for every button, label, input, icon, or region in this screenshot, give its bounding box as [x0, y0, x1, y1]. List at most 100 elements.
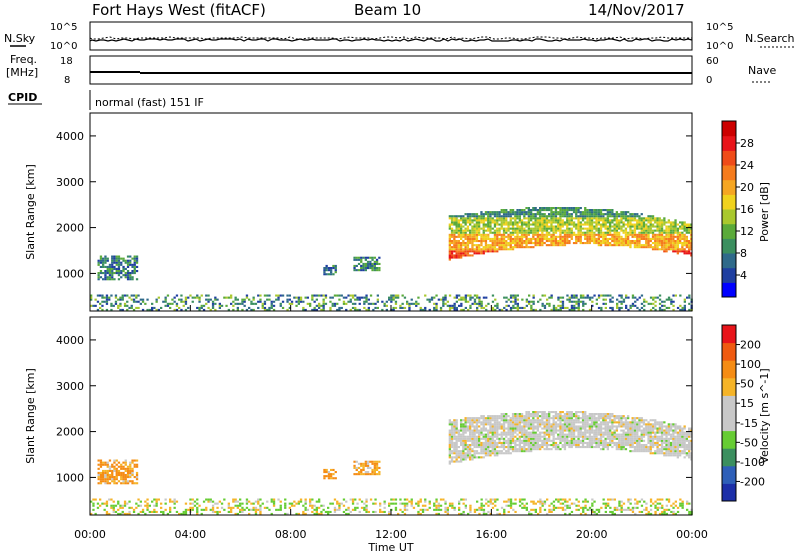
velocity-echo-cell: [561, 411, 564, 414]
velocity-echo-cell: [568, 439, 571, 442]
velocity-echo-cell: [683, 456, 686, 459]
power-echo-cell: [457, 250, 460, 253]
power-echo-cell: [667, 242, 670, 245]
velocity-echo-cell: [469, 437, 472, 440]
power-colorbar-swatch: [722, 267, 736, 283]
velocity-echo-cell: [545, 446, 549, 449]
power-echo-cell: [616, 304, 619, 307]
power-echo-cell: [137, 294, 140, 297]
power-echo-cell: [182, 300, 185, 303]
velocity-echo-cell: [502, 427, 506, 430]
power-echo-cell: [104, 261, 107, 264]
power-echo-cell: [613, 244, 616, 247]
power-echo-cell: [500, 242, 503, 245]
power-echo-cell: [126, 308, 129, 311]
power-echo-cell: [579, 215, 582, 218]
power-echo-cell: [99, 272, 103, 275]
velocity-echo-cell: [139, 500, 142, 503]
power-echo-cell: [505, 227, 508, 230]
power-echo-cell: [532, 233, 535, 236]
power-colorbar-swatch: [722, 223, 736, 239]
velocity-echo-cell: [679, 450, 682, 453]
power-echo-cell: [590, 240, 594, 243]
velocity-echo-cell: [453, 444, 456, 447]
power-echo-cell: [322, 302, 325, 305]
velocity-echo-cell: [575, 427, 578, 430]
power-echo-cell: [478, 217, 481, 220]
power-echo-cell: [527, 215, 530, 218]
velocity-echo-cell: [667, 433, 670, 436]
power-echo-cell: [453, 242, 456, 245]
power-echo-cell: [514, 237, 517, 240]
velocity-echo-cell: [378, 466, 381, 469]
power-echo-cell: [455, 308, 458, 311]
velocity-echo-cell: [581, 417, 585, 420]
velocity-echo-cell: [559, 429, 562, 432]
power-echo-cell: [581, 231, 585, 234]
power-echo-cell: [453, 229, 456, 232]
power-echo-cell: [575, 296, 578, 299]
velocity-echo-cell: [234, 500, 237, 503]
power-echo-cell: [453, 256, 456, 259]
power-echo-cell: [593, 227, 596, 230]
velocity-echo-cell: [642, 421, 646, 424]
power-echo-cell: [306, 302, 309, 305]
power-echo-cell: [573, 294, 576, 297]
power-echo-cell: [464, 213, 467, 216]
velocity-echo-cell: [688, 441, 691, 444]
velocity-echo-cell: [169, 498, 172, 501]
power-echo-cell: [266, 298, 269, 301]
power-echo-cell: [561, 215, 564, 218]
velocity-echo-cell: [270, 500, 273, 503]
velocity-echo-cell: [175, 510, 179, 513]
power-echo-cell: [471, 213, 474, 216]
velocity-echo-cell: [498, 450, 501, 453]
velocity-echo-cell: [679, 452, 682, 455]
velocity-echo-cell: [104, 469, 107, 472]
velocity-echo-cell: [487, 433, 490, 436]
velocity-echo-cell: [189, 498, 192, 501]
velocity-echo-cell: [561, 415, 564, 418]
power-echo-cell: [645, 235, 648, 238]
velocity-echo-cell: [114, 504, 118, 507]
power-echo-cell: [482, 227, 485, 230]
velocity-echo-cell: [457, 446, 460, 449]
power-echo-cell: [534, 237, 537, 240]
velocity-echo-cell: [688, 433, 691, 436]
velocity-echo-cell: [561, 423, 564, 426]
power-echo-cell: [514, 302, 517, 305]
power-echo-cell: [645, 300, 648, 303]
power-echo-cell: [636, 242, 639, 245]
velocity-echo-cell: [491, 448, 494, 451]
power-echo-cell: [532, 294, 535, 297]
power-echo-cell: [478, 227, 481, 230]
power-echo-cell: [561, 219, 564, 222]
power-echo-cell: [512, 306, 515, 309]
power-echo-cell: [505, 308, 508, 311]
velocity-echo-cell: [284, 504, 287, 507]
power-echo-cell: [566, 217, 569, 220]
power-echo-cell: [401, 294, 404, 297]
power-echo-cell: [489, 223, 492, 226]
velocity-echo-cell: [469, 423, 472, 426]
velocity-echo-cell: [502, 413, 506, 416]
velocity-echo-cell: [638, 441, 641, 444]
power-echo-cell: [658, 217, 661, 220]
velocity-echo-cell: [469, 458, 472, 461]
power-echo-cell: [446, 300, 449, 303]
velocity-echo-cell: [507, 423, 510, 426]
velocity-echo-cell: [502, 433, 506, 436]
power-echo-cell: [599, 227, 603, 230]
power-echo-cell: [543, 306, 547, 309]
velocity-echo-cell: [128, 506, 131, 509]
velocity-echo-cell: [131, 471, 134, 474]
velocity-echo-cell: [593, 435, 596, 438]
power-echo-cell: [528, 294, 531, 297]
power-echo-cell: [597, 235, 600, 238]
velocity-echo-cell: [532, 419, 535, 422]
power-echo-cell: [559, 237, 562, 240]
velocity-echo-cell: [613, 417, 616, 420]
power-echo-cell: [132, 308, 136, 311]
velocity-echo-cell: [554, 437, 558, 440]
velocity-echo-cell: [676, 441, 679, 444]
